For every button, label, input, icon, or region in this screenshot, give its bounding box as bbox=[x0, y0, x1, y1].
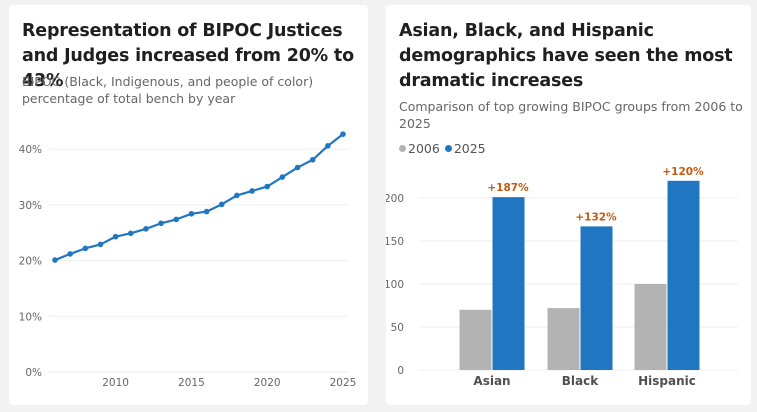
bar-2025 bbox=[492, 197, 525, 370]
bar-annotation: +132% bbox=[575, 211, 617, 223]
legend-item-2006[interactable]: 2006 bbox=[399, 141, 440, 156]
y-tick-label: 0 bbox=[397, 365, 404, 377]
x-tick-label: 2020 bbox=[254, 377, 281, 389]
data-point bbox=[203, 208, 210, 215]
data-point bbox=[67, 251, 73, 257]
y-tick-label: 100 bbox=[386, 279, 404, 291]
bar-annotation: +187% bbox=[487, 182, 529, 194]
bar-2006 bbox=[459, 309, 492, 370]
data-point bbox=[82, 245, 89, 252]
line-chart-title: Representation of BIPOC Justices and Jud… bbox=[22, 21, 354, 91]
data-point bbox=[249, 188, 255, 194]
x-tick-label: 2010 bbox=[102, 377, 129, 389]
x-category-label: Black bbox=[562, 374, 599, 388]
x-category-label: Asian bbox=[473, 374, 510, 388]
bar-2006 bbox=[547, 308, 580, 370]
y-tick-label: 40% bbox=[19, 144, 42, 156]
series-line bbox=[54, 133, 344, 262]
y-tick-label: 30% bbox=[19, 200, 42, 212]
y-tick-label: 200 bbox=[386, 193, 404, 205]
bar-chart-title: Asian, Black, and Hispanic demographics … bbox=[399, 21, 733, 91]
line-chart-subtitle: BIPOC (Black, Indigenous, and people of … bbox=[22, 74, 314, 106]
bar-chart-card: Asian, Black, and Hispanic demographics … bbox=[386, 5, 751, 405]
y-tick-label: 20% bbox=[19, 256, 42, 268]
data-point bbox=[279, 174, 286, 180]
y-tick-label: 10% bbox=[19, 311, 42, 323]
data-point bbox=[218, 201, 225, 208]
legend-dot-2025-icon bbox=[444, 145, 452, 152]
bar-chart-legend: 2006 2025 bbox=[399, 141, 491, 156]
data-point bbox=[294, 164, 301, 171]
data-point bbox=[52, 257, 58, 263]
bar-chart: 0 50 100 150 200 +187% Asian +132% Black +120% His… bbox=[386, 166, 738, 388]
y-tick-label: 50 bbox=[391, 322, 404, 334]
data-point bbox=[173, 216, 180, 223]
legend-dot-2006-icon bbox=[399, 145, 406, 152]
data-point bbox=[188, 211, 195, 217]
line-chart: 0% 10% 20% 30% 40% 2010 2015 2020 2025 bbox=[19, 131, 357, 389]
legend-label-2006: 2006 bbox=[408, 141, 440, 156]
legend-label-2025: 2025 bbox=[453, 141, 486, 156]
bar-2025 bbox=[580, 226, 613, 370]
y-tick-label: 0% bbox=[25, 367, 42, 379]
data-point bbox=[127, 230, 134, 237]
legend-item-2025[interactable]: 2025 bbox=[444, 141, 486, 156]
data-point bbox=[112, 233, 119, 240]
bar-2006 bbox=[634, 284, 667, 370]
data-point bbox=[143, 226, 149, 232]
data-point bbox=[340, 131, 346, 137]
x-tick-label: 2025 bbox=[330, 377, 357, 389]
y-tick-label: 150 bbox=[386, 236, 404, 248]
line-chart-card: Representation of BIPOC Justices and Jud… bbox=[9, 5, 368, 405]
bar-chart-subtitle: Comparison of top growing BIPOC groups f… bbox=[399, 99, 743, 131]
bar-annotation: +120% bbox=[662, 166, 704, 178]
data-point bbox=[97, 241, 104, 248]
data-point bbox=[234, 192, 240, 199]
data-point bbox=[158, 220, 164, 227]
x-category-label: Hispanic bbox=[638, 374, 696, 388]
bar-2025 bbox=[667, 180, 700, 370]
data-point bbox=[264, 183, 271, 190]
x-tick-label: 2015 bbox=[178, 377, 205, 389]
data-point bbox=[309, 156, 316, 163]
data-point bbox=[325, 143, 331, 149]
